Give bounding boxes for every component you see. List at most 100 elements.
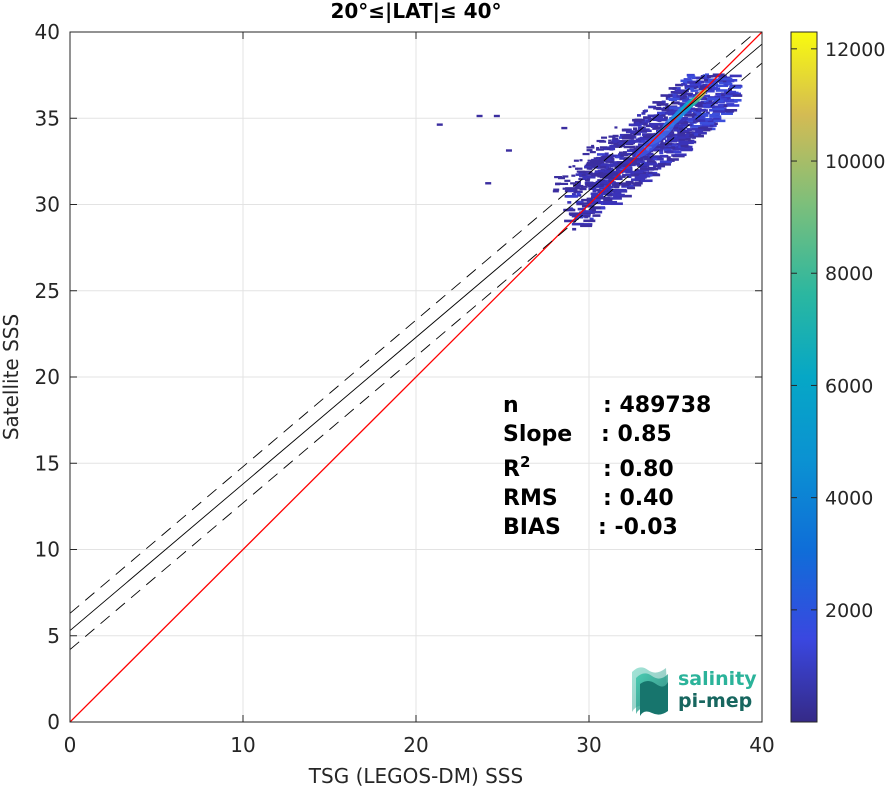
density-bin: [633, 183, 642, 187]
density-bin: [639, 167, 652, 170]
density-bin: [683, 83, 688, 86]
density-bin: [606, 146, 615, 149]
density-bin: [572, 213, 577, 217]
density-bin: [707, 87, 716, 91]
density-bin: [584, 165, 597, 169]
density-bin: [698, 108, 707, 112]
density-bin: [571, 193, 576, 196]
density-bin: [576, 182, 581, 186]
density-bin: [595, 196, 604, 200]
density-bin: [582, 210, 595, 213]
density-bin: [552, 190, 559, 193]
density-bin: [579, 174, 588, 178]
density-bin: [652, 118, 657, 122]
density-bin: [689, 141, 694, 144]
stats-value: : -0.03: [598, 515, 678, 540]
density-bin: [577, 194, 582, 197]
density-bin: [614, 184, 621, 187]
density-bin: [604, 152, 609, 156]
density-bin: [563, 208, 576, 212]
density-bin: [568, 212, 581, 215]
density-bin: [668, 144, 677, 147]
density-bin: [575, 173, 588, 176]
density-bin: [696, 112, 709, 116]
density-bin: [623, 157, 636, 160]
density-bin: [565, 187, 578, 190]
density-bin: [600, 184, 604, 187]
density-bin: [612, 134, 619, 137]
density-bin: [571, 222, 584, 226]
density-bin: [614, 165, 622, 169]
density-bin: [655, 118, 668, 122]
density-bin: [632, 160, 637, 163]
density-bin: [636, 160, 645, 164]
density-bin: [644, 135, 657, 139]
density-bin: [716, 84, 729, 88]
density-bin: [619, 194, 632, 198]
density-bin: [619, 157, 628, 160]
density-bin: [730, 94, 743, 97]
density-bin: [619, 140, 628, 143]
stats-value: : 0.85: [601, 422, 672, 447]
density-bin: [696, 76, 705, 80]
density-bin: [682, 80, 691, 84]
density-bin: [631, 157, 644, 161]
density-bin: [677, 132, 686, 135]
density-bin: [613, 191, 622, 195]
density-bin: [648, 171, 653, 175]
stats-superscript: 2: [520, 453, 530, 471]
density-bin: [575, 212, 580, 216]
density-bin: [572, 227, 577, 231]
stats-label: Slope: [503, 422, 572, 447]
density-bin: [685, 87, 694, 91]
density-bin: [631, 173, 644, 177]
density-bin: [653, 164, 666, 168]
density-bin: [580, 224, 593, 228]
density-bin: [695, 101, 704, 105]
y-tick-label: 40: [35, 20, 60, 44]
density-bin: [560, 182, 569, 186]
density-bin: [600, 192, 609, 196]
density-bin: [708, 118, 713, 121]
density-bin: [585, 163, 594, 167]
density-bin: [602, 183, 611, 187]
density-bin: [568, 207, 573, 210]
density-bin: [624, 168, 633, 172]
density-bin: [621, 128, 630, 132]
density-bin: [621, 128, 626, 132]
density-bin: [653, 106, 662, 110]
density-bin: [618, 136, 623, 139]
density-bin: [553, 188, 560, 191]
density-bin: [601, 170, 614, 174]
density-bin: [575, 215, 584, 219]
density-bin: [608, 141, 614, 145]
density-bin: [588, 187, 597, 190]
density-bin: [603, 172, 612, 175]
density-bin: [620, 153, 629, 157]
density-bin: [593, 157, 598, 160]
density-bin: [671, 137, 680, 140]
density-bin: [576, 192, 581, 195]
density-bin: [728, 87, 733, 91]
density-bin: [605, 160, 614, 163]
density-bin: [708, 100, 713, 103]
wave-logo-icon: [632, 667, 668, 716]
density-bin: [639, 137, 644, 140]
density-bin: [608, 185, 613, 189]
density-bin: [576, 167, 583, 170]
chart-title: 20°≤|LAT|≤ 40°: [330, 0, 501, 23]
density-bin: [610, 202, 623, 206]
density-bin: [718, 99, 723, 103]
density-bin: [666, 156, 671, 159]
density-bin: [689, 75, 694, 79]
density-bin: [583, 172, 596, 176]
density-bin: [581, 173, 586, 177]
density-bin: [626, 149, 639, 152]
density-outlier: [493, 114, 500, 118]
density-bin: [594, 170, 599, 173]
density-bin: [625, 162, 638, 166]
density-bin: [690, 89, 699, 92]
y-tick-label: 5: [47, 624, 60, 648]
density-bin: [694, 133, 699, 136]
